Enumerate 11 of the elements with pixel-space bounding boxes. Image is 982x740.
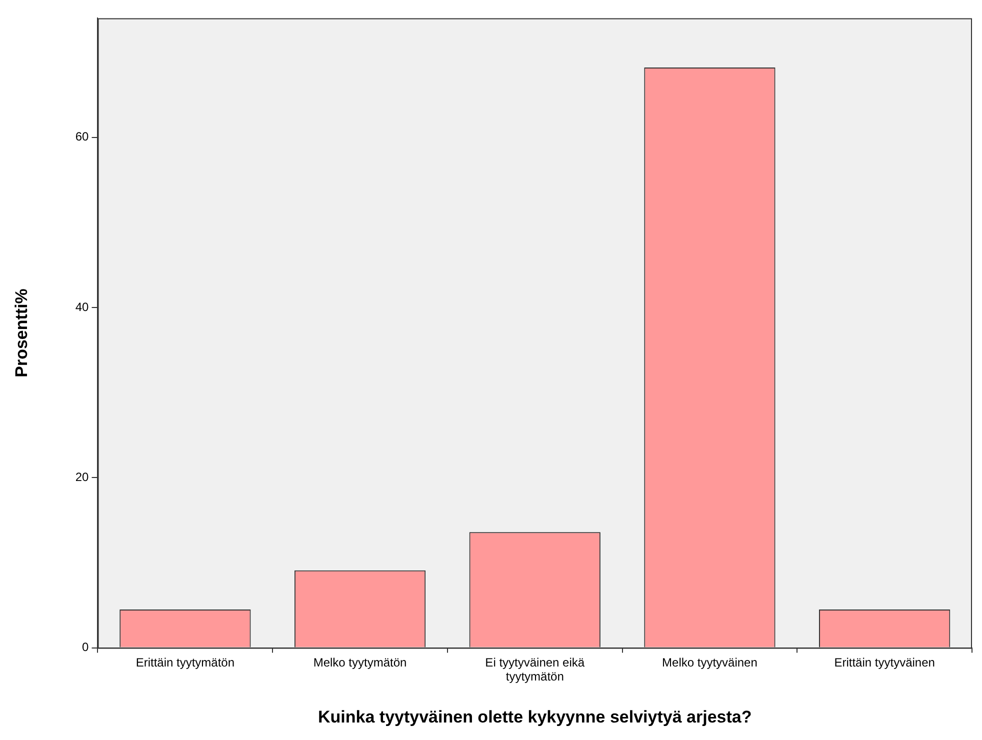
x-tick-label: Ei tyytyväinen eikä tyytymätön (485, 655, 585, 684)
y-tick-label: 60 (75, 130, 90, 144)
x-tick-label: Erittäin tyytyväinen (834, 655, 935, 670)
y-tick-label: 40 (75, 300, 90, 314)
x-axis-title: Kuinka tyytyväinen olette kykyynne selviytyä arjesta? (318, 707, 752, 726)
y-tick-label: 0 (82, 640, 90, 654)
y-tick-label: 20 (75, 470, 90, 484)
y-axis-title: Prosentti% (12, 288, 31, 378)
x-tick-label: Erittäin tyytymätön (136, 655, 235, 670)
x-tick-label: Melko tyytyväinen (662, 655, 758, 670)
x-tick-label: Melko tyytymätön (313, 655, 407, 670)
